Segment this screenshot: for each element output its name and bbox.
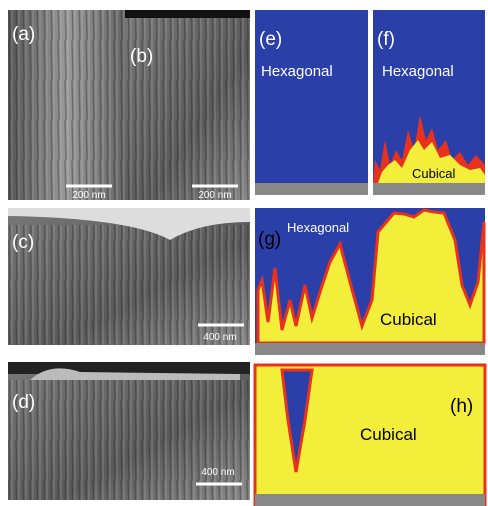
schematic-g: (g) Hexagonal Cubical: [255, 208, 485, 355]
micrograph-b: (b) 200 nm: [125, 10, 250, 201]
phase-label: Cubical: [380, 310, 437, 329]
scale-bar: 200 nm: [198, 190, 231, 201]
phase-label: Hexagonal: [382, 63, 454, 80]
panel-label: (d): [12, 392, 35, 413]
schematic-e: (e) Hexagonal: [255, 10, 368, 195]
panel-label: (g): [258, 229, 281, 250]
phase-label: Cubical: [360, 425, 417, 444]
schematic-h: (h) Cubical: [255, 365, 485, 506]
schematic-f: (f) Hexagonal Cubical: [373, 10, 485, 195]
micrograph-a: (a) 200 nm: [8, 10, 125, 201]
panel-label: (c): [12, 232, 34, 253]
micrograph-c: (c) 400 nm: [8, 208, 250, 345]
scale-bar: 400 nm: [203, 332, 236, 343]
phase-label: Hexagonal: [261, 63, 333, 80]
scale-bar: 200 nm: [72, 190, 105, 201]
scale-bar: 400 nm: [201, 467, 234, 478]
phase-label: Hexagonal: [287, 220, 349, 235]
panel-label: (b): [130, 46, 153, 67]
panel-label: (e): [259, 29, 282, 50]
micrograph-d: (d) 400 nm: [8, 362, 250, 500]
panel-label: (h): [450, 396, 473, 417]
phase-label: Cubical: [412, 166, 455, 181]
panel-label: (a): [12, 24, 35, 45]
figure: (a) 200 nm (b) 200 nm (c) 400 nm (d) 400…: [0, 0, 488, 506]
panel-label: (f): [377, 29, 395, 50]
